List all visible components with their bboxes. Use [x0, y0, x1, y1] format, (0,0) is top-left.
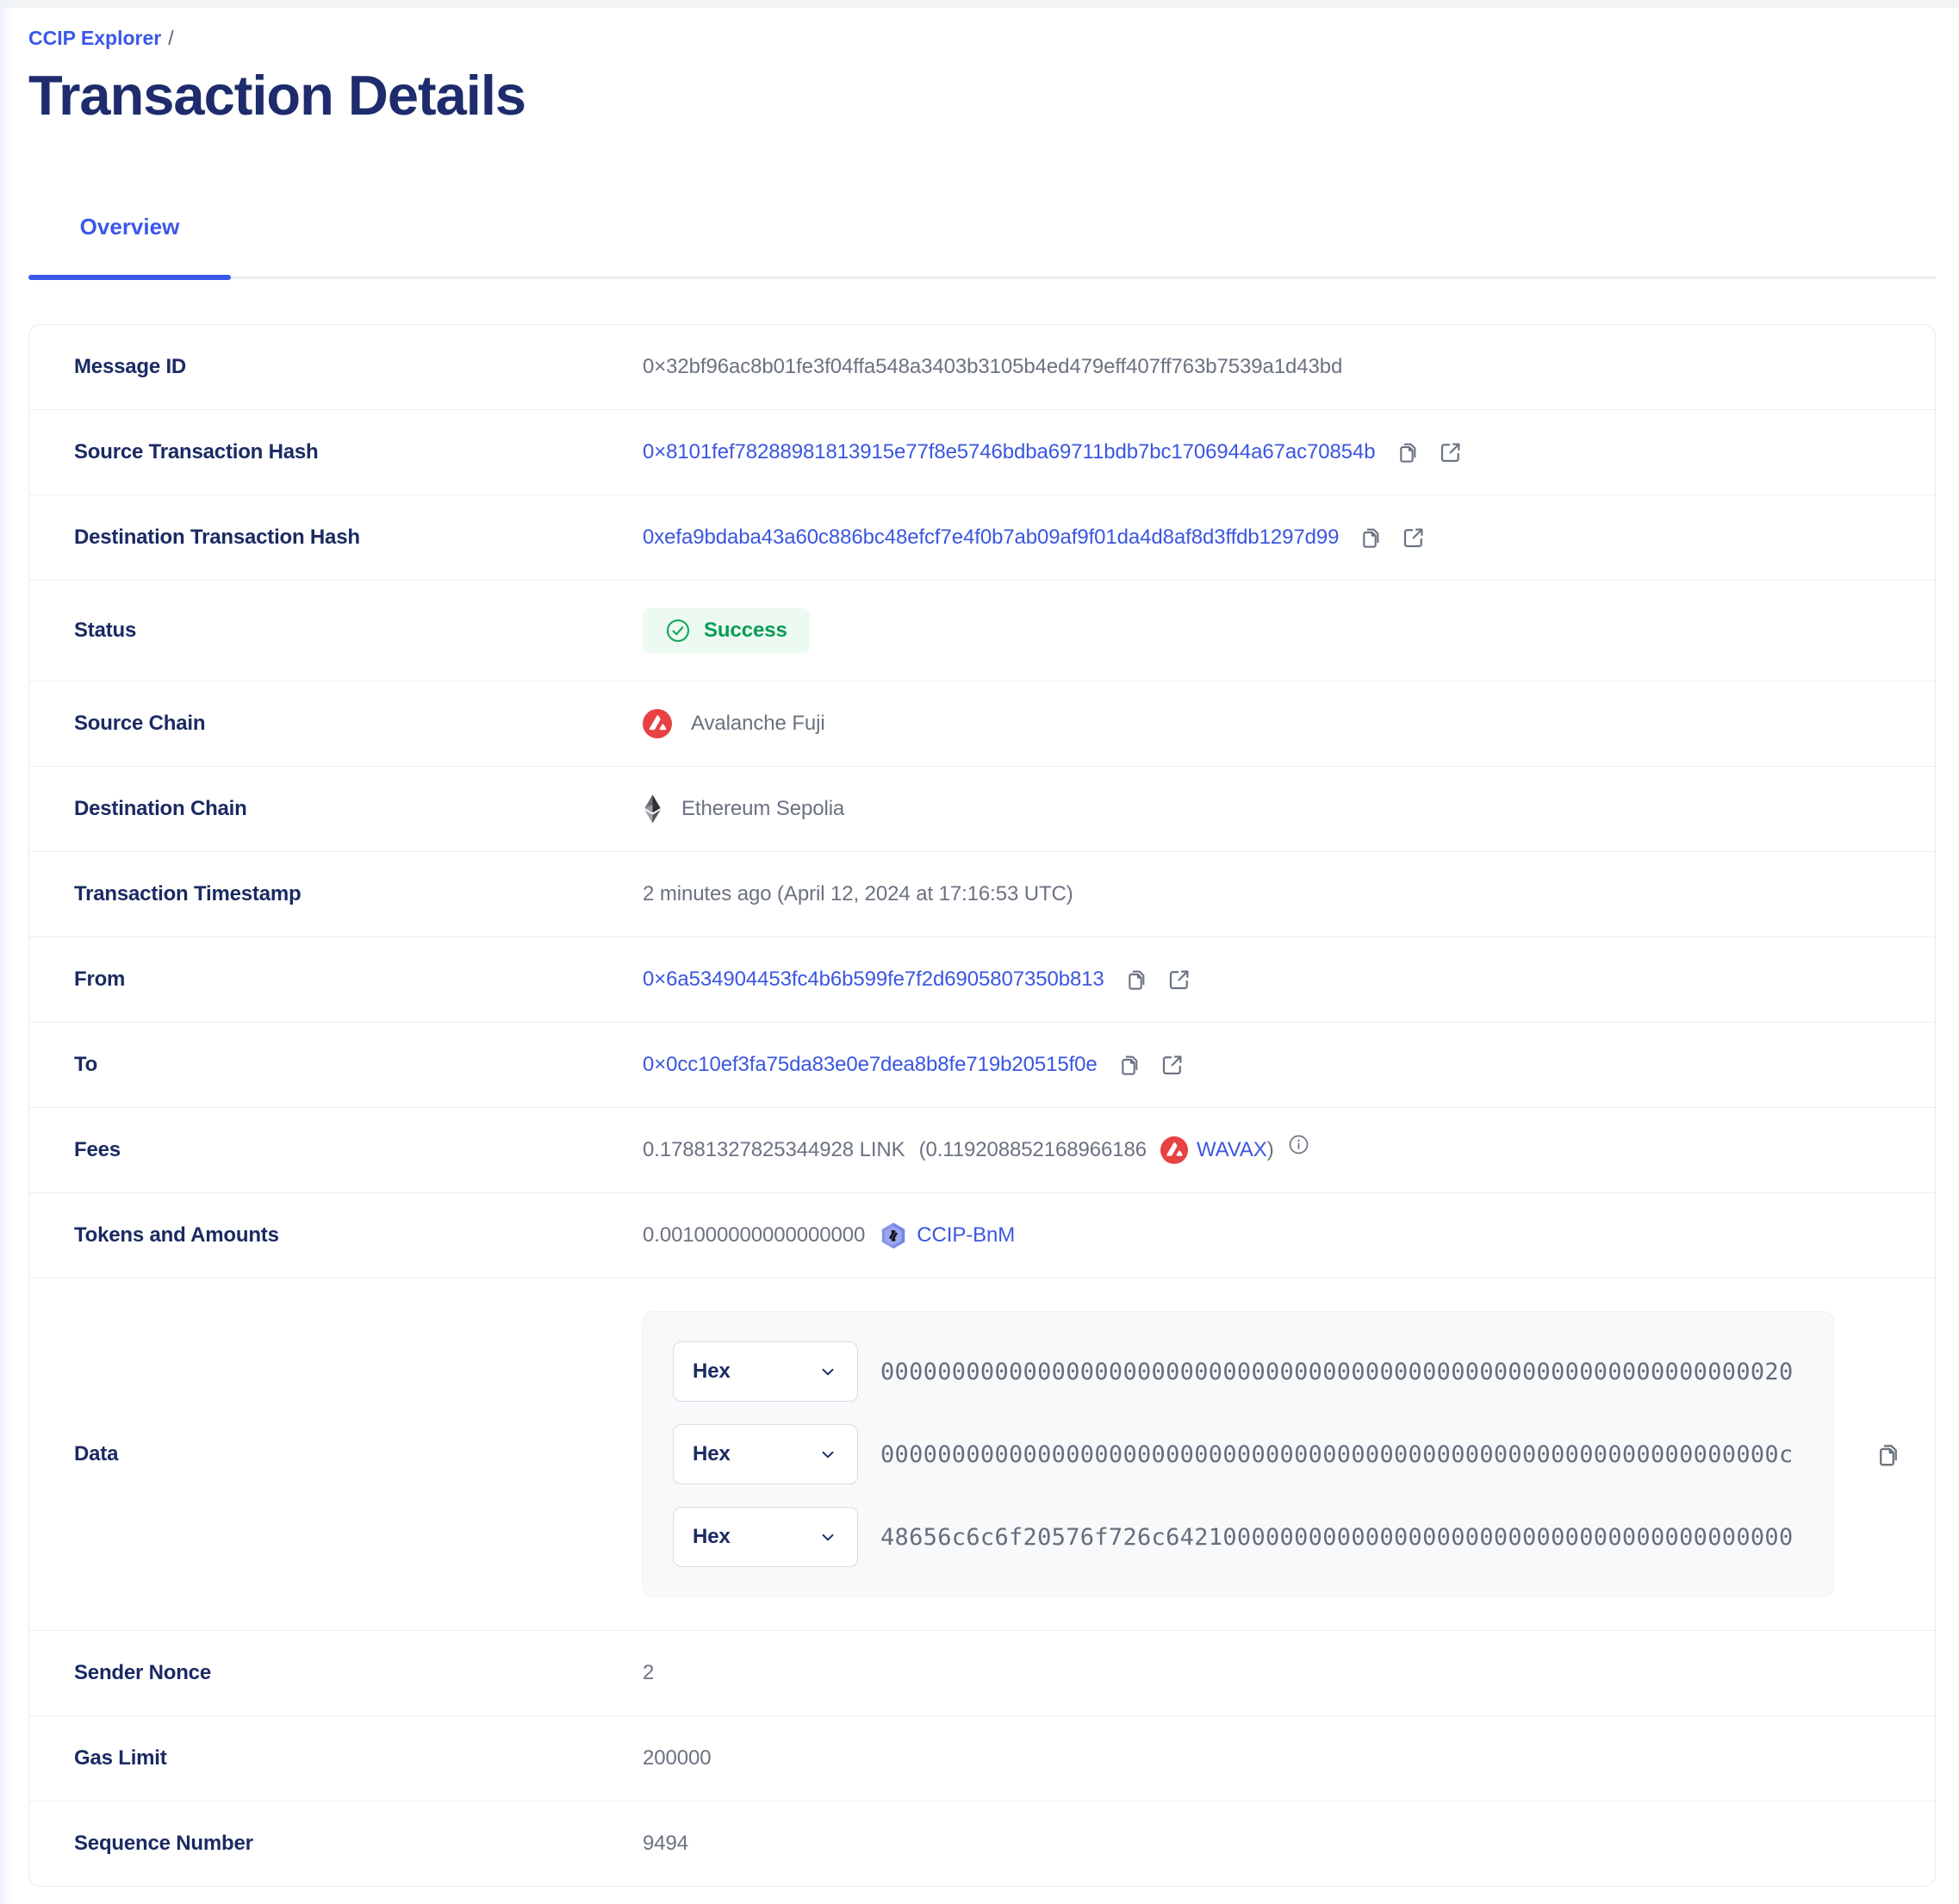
tab-bar: Overview: [28, 214, 1936, 280]
breadcrumb: CCIP Explorer /: [28, 25, 1936, 51]
breadcrumb-separator: /: [168, 27, 174, 49]
row-to: To 0×0cc10ef3fa75da83e0e7dea8b8fe719b205…: [29, 1022, 1935, 1107]
tab-overview[interactable]: Overview: [28, 214, 231, 280]
external-link-icon[interactable]: [1401, 525, 1427, 551]
status-badge: Success: [643, 608, 810, 653]
row-fees: Fees 0.17881327825344928 LINK (0.1192088…: [29, 1107, 1935, 1192]
source-tx-hash-label: Source Transaction Hash: [74, 440, 319, 464]
data-line: Hex 000000000000000000000000000000000000…: [673, 1424, 1804, 1484]
data-format-select[interactable]: Hex: [673, 1341, 858, 1402]
dest-chain-label: Destination Chain: [74, 797, 247, 820]
copy-icon[interactable]: [1122, 966, 1149, 993]
source-chain-label: Source Chain: [74, 712, 206, 735]
row-sender-nonce: Sender Nonce 2: [29, 1630, 1935, 1715]
row-dest-tx-hash: Destination Transaction Hash 0xefa9bdaba…: [29, 495, 1935, 580]
dest-tx-hash-link[interactable]: 0xefa9bdaba43a60c886bc48efcf7e4f0b7ab09a…: [643, 526, 1340, 549]
data-panel: Hex 000000000000000000000000000000000000…: [643, 1311, 1834, 1597]
ccip-bnm-token-icon: [879, 1221, 908, 1250]
external-link-icon[interactable]: [1438, 439, 1464, 465]
page-left-gradient: [0, 0, 12, 1904]
row-dest-chain: Destination Chain Ethereum Sepolia: [29, 766, 1935, 851]
row-status: Status Success: [29, 580, 1935, 681]
status-label: Status: [74, 619, 137, 642]
row-tokens-amounts: Tokens and Amounts 0.001000000000000000 …: [29, 1192, 1935, 1278]
status-badge-text: Success: [704, 619, 787, 642]
ethereum-icon: [643, 793, 662, 824]
message-id-label: Message ID: [74, 355, 187, 378]
row-message-id: Message ID 0×32bf96ac8b01fe3f04ffa548a34…: [29, 325, 1935, 409]
source-tx-hash-link[interactable]: 0×8101fef78288981813915e77f8e5746bdba697…: [643, 440, 1376, 464]
gas-limit-label: Gas Limit: [74, 1746, 167, 1770]
data-hex-value: 0000000000000000000000000000000000000000…: [880, 1440, 1794, 1468]
gas-limit-value: 200000: [643, 1746, 712, 1770]
ccip-bnm-token-link[interactable]: CCIP-BnM: [917, 1223, 1016, 1247]
fees-converted-amount: (0.119208852168966186: [918, 1138, 1147, 1161]
to-address-link[interactable]: 0×0cc10ef3fa75da83e0e7dea8b8fe719b20515f…: [643, 1053, 1098, 1076]
to-label: To: [74, 1053, 98, 1076]
from-address-link[interactable]: 0×6a534904453fc4b6b599fe7f2d6905807350b8…: [643, 968, 1104, 991]
fees-label: Fees: [74, 1138, 121, 1161]
check-circle-icon: [665, 618, 691, 644]
avalanche-icon: [643, 709, 672, 738]
external-link-icon[interactable]: [1166, 967, 1192, 992]
row-gas-limit: Gas Limit 200000: [29, 1715, 1935, 1801]
data-label: Data: [74, 1442, 119, 1465]
breadcrumb-ccip-explorer-link[interactable]: CCIP Explorer: [28, 27, 162, 49]
page-title: Transaction Details: [28, 64, 526, 127]
data-format-selected: Hex: [693, 1360, 731, 1383]
data-format-selected: Hex: [693, 1525, 731, 1548]
chevron-down-icon: [818, 1444, 838, 1465]
chevron-down-icon: [818, 1361, 838, 1382]
row-data: Data Hex 0000000000000000000000000000000…: [29, 1278, 1935, 1630]
row-from: From 0×6a534904453fc4b6b599fe7f2d6905807…: [29, 936, 1935, 1022]
page-top-edge: [0, 0, 1959, 8]
dest-chain-name: Ethereum Sepolia: [681, 797, 845, 820]
sequence-number-label: Sequence Number: [74, 1832, 253, 1855]
copy-icon[interactable]: [1356, 524, 1384, 551]
transaction-details-card: Message ID 0×32bf96ac8b01fe3f04ffa548a34…: [28, 324, 1936, 1887]
wavax-avalanche-icon: [1160, 1136, 1188, 1164]
token-amount: 0.001000000000000000: [643, 1223, 866, 1247]
data-format-select[interactable]: Hex: [673, 1424, 858, 1484]
copy-icon[interactable]: [1872, 1440, 1902, 1470]
info-icon[interactable]: [1288, 1134, 1309, 1155]
tokens-amounts-label: Tokens and Amounts: [74, 1223, 279, 1247]
data-line: Hex 48656c6c6f20576f726c6421000000000000…: [673, 1507, 1804, 1567]
copy-icon[interactable]: [1115, 1051, 1142, 1079]
fees-amount: 0.17881327825344928 LINK: [643, 1138, 905, 1161]
row-source-chain: Source Chain Avalanche Fuji: [29, 681, 1935, 766]
sender-nonce-value: 2: [643, 1661, 655, 1684]
dest-tx-hash-label: Destination Transaction Hash: [74, 526, 360, 549]
data-hex-value: 48656c6c6f20576f726c64210000000000000000…: [880, 1523, 1794, 1551]
chevron-down-icon: [818, 1527, 838, 1547]
message-id-value: 0×32bf96ac8b01fe3f04ffa548a3403b3105b4ed…: [643, 355, 1343, 378]
row-sequence-number: Sequence Number 9494: [29, 1801, 1935, 1886]
sender-nonce-label: Sender Nonce: [74, 1661, 211, 1684]
external-link-icon[interactable]: [1160, 1052, 1185, 1078]
data-format-selected: Hex: [693, 1442, 731, 1465]
timestamp-value: 2 minutes ago (April 12, 2024 at 17:16:5…: [643, 882, 1073, 905]
from-label: From: [74, 968, 126, 991]
row-timestamp: Transaction Timestamp 2 minutes ago (Apr…: [29, 851, 1935, 936]
wavax-token-link[interactable]: WAVAX: [1196, 1138, 1267, 1161]
timestamp-label: Transaction Timestamp: [74, 882, 302, 905]
sequence-number-value: 9494: [643, 1832, 688, 1855]
fees-close-paren: ): [1266, 1138, 1274, 1161]
source-chain-name: Avalanche Fuji: [691, 712, 825, 735]
data-format-select[interactable]: Hex: [673, 1507, 858, 1567]
data-line: Hex 000000000000000000000000000000000000…: [673, 1341, 1804, 1402]
row-source-tx-hash: Source Transaction Hash 0×8101fef7828898…: [29, 409, 1935, 495]
data-hex-value: 0000000000000000000000000000000000000000…: [880, 1358, 1794, 1385]
copy-icon[interactable]: [1393, 439, 1421, 466]
